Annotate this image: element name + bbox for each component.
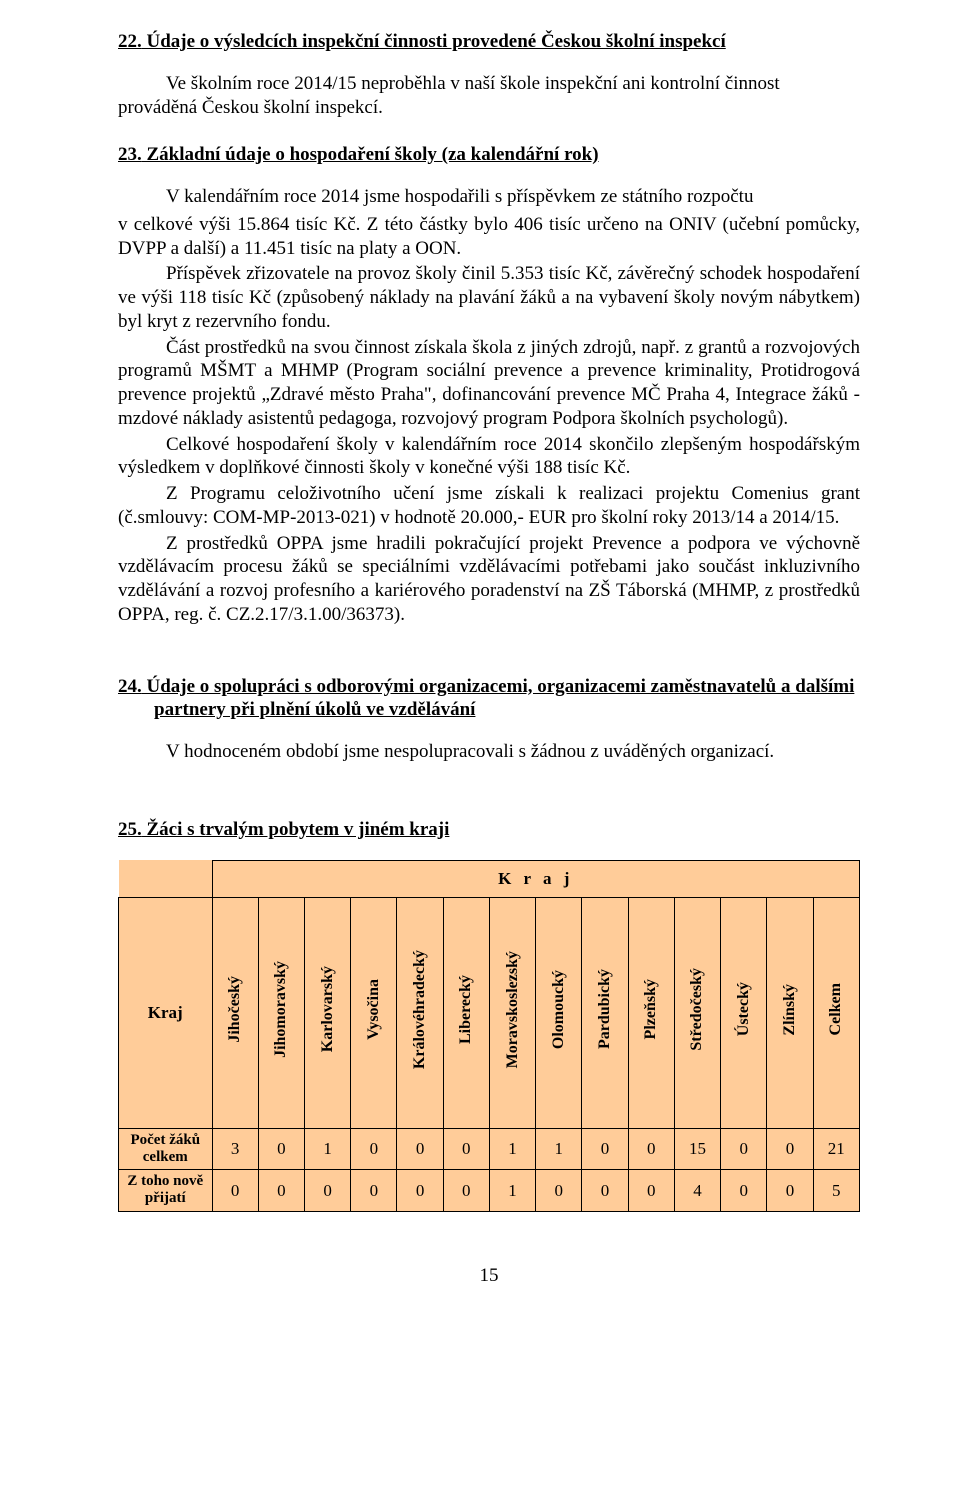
table-row-ztoho: Z toho nově přijatí 0 0 0 0 0 0 1 0 0 0 …	[119, 1170, 860, 1212]
section-22-line1: Ve školním roce 2014/15 neproběhla v naš…	[166, 72, 860, 96]
page: 22. Údaje o výsledcích inspekční činnost…	[0, 0, 960, 1327]
row1-c9: 0	[628, 1128, 674, 1170]
col-plzensky: Plzeňský	[628, 897, 674, 1128]
row1-c12: 0	[767, 1128, 813, 1170]
table-row-head-label: Kraj	[119, 897, 213, 1128]
row1-c8: 0	[582, 1128, 628, 1170]
kraj-table: K r a j Kraj Jihočeský Jihomoravský Karl…	[118, 860, 860, 1212]
col-jihomoravsky: Jihomoravský	[258, 897, 304, 1128]
row1-c2: 1	[304, 1128, 350, 1170]
col-celkem: Celkem	[813, 897, 859, 1128]
col-karlovarsky: Karlovarský	[304, 897, 350, 1128]
section-23-p4: Z Programu celoživotního učení jsme získ…	[118, 482, 860, 530]
row1-c0: 3	[212, 1128, 258, 1170]
row1-c13: 21	[813, 1128, 859, 1170]
row1-c6: 1	[489, 1128, 535, 1170]
table-column-header-row: Kraj Jihočeský Jihomoravský Karlovarský …	[119, 897, 860, 1128]
section-23-intro-line2: v celkové výši 15.864 tisíc Kč. Z této č…	[118, 213, 860, 261]
row2-c4: 0	[397, 1170, 443, 1212]
section-24-body: V hodnoceném období jsme nespolupracoval…	[166, 740, 860, 764]
table-header-top-row: K r a j	[119, 860, 860, 897]
row1-c11: 0	[721, 1128, 767, 1170]
col-moravskoslezsky: Moravskoslezský	[489, 897, 535, 1128]
col-liberecky: Liberecký	[443, 897, 489, 1128]
row2-c0: 0	[212, 1170, 258, 1212]
col-jihocesky: Jihočeský	[212, 897, 258, 1128]
section-24-heading: 24. Údaje o spolupráci s odborovými orga…	[154, 675, 860, 723]
col-olomoucky: Olomoucký	[536, 897, 582, 1128]
section-23-p5: Z prostředků OPPA jsme hradili pokračují…	[118, 532, 860, 627]
table-corner-blank	[119, 860, 213, 897]
section-25-heading: 25. Žáci s trvalým pobytem v jiném kraji	[118, 818, 860, 842]
section-22-heading: 22. Údaje o výsledcích inspekční činnost…	[118, 30, 860, 54]
section-23-heading: 23. Základní údaje o hospodaření školy (…	[118, 143, 860, 167]
table-row-pocet: Počet žáků celkem 3 0 1 0 0 0 1 1 0 0 15…	[119, 1128, 860, 1170]
row2-c7: 0	[536, 1170, 582, 1212]
row2-c10: 4	[674, 1170, 720, 1212]
section-24-title: Údaje o spolupráci s odborovými organiza…	[147, 676, 855, 721]
row2-c2: 0	[304, 1170, 350, 1212]
row2-c3: 0	[351, 1170, 397, 1212]
row1-c4: 0	[397, 1128, 443, 1170]
kraj-table-wrapper: K r a j Kraj Jihočeský Jihomoravský Karl…	[118, 860, 860, 1212]
section-23-p2: Část prostředků na svou činnost získala …	[118, 336, 860, 431]
row1-c3: 0	[351, 1128, 397, 1170]
row2-c13: 5	[813, 1170, 859, 1212]
row2-c5: 0	[443, 1170, 489, 1212]
section-22-title: Údaje o výsledcích inspekční činnosti pr…	[147, 31, 726, 52]
row2-c11: 0	[721, 1170, 767, 1212]
row2-c8: 0	[582, 1170, 628, 1212]
col-vysocina: Vysočina	[351, 897, 397, 1128]
row2-c12: 0	[767, 1170, 813, 1212]
row1-c1: 0	[258, 1128, 304, 1170]
row2-c9: 0	[628, 1170, 674, 1212]
section-25-number: 25.	[118, 819, 142, 840]
col-ustecky: Ústecký	[721, 897, 767, 1128]
section-23-p3: Celkové hospodaření školy v kalendářním …	[118, 433, 860, 481]
section-22-body: Ve školním roce 2014/15 neproběhla v naš…	[166, 72, 860, 120]
row1-label: Počet žáků celkem	[119, 1128, 213, 1170]
row2-label: Z toho nově přijatí	[119, 1170, 213, 1212]
row1-c7: 1	[536, 1128, 582, 1170]
section-23-title: Základní údaje o hospodaření školy (za k…	[147, 144, 599, 165]
section-23-number: 23.	[118, 144, 142, 165]
col-pardubicky: Pardubický	[582, 897, 628, 1128]
section-22-line2: prováděná Českou školní inspekcí.	[118, 96, 860, 120]
row2-c1: 0	[258, 1170, 304, 1212]
table-header-kraj: K r a j	[212, 860, 859, 897]
row1-c5: 0	[443, 1128, 489, 1170]
row2-c6: 1	[489, 1170, 535, 1212]
section-23-p1: Příspěvek zřizovatele na provoz školy či…	[118, 262, 860, 333]
row1-c10: 15	[674, 1128, 720, 1170]
section-23-body: Příspěvek zřizovatele na provoz školy či…	[118, 262, 860, 626]
col-zlinsky: Zlínský	[767, 897, 813, 1128]
section-23-intro-line1: V kalendářním roce 2014 jsme hospodařili…	[166, 185, 860, 209]
col-stredocesky: Středočeský	[674, 897, 720, 1128]
col-kralovehradecky: Královéhradecký	[397, 897, 443, 1128]
page-number: 15	[118, 1264, 860, 1288]
section-24-number: 24.	[118, 676, 142, 697]
section-22-number: 22.	[118, 31, 142, 52]
section-25-title: Žáci s trvalým pobytem v jiném kraji	[147, 819, 450, 840]
